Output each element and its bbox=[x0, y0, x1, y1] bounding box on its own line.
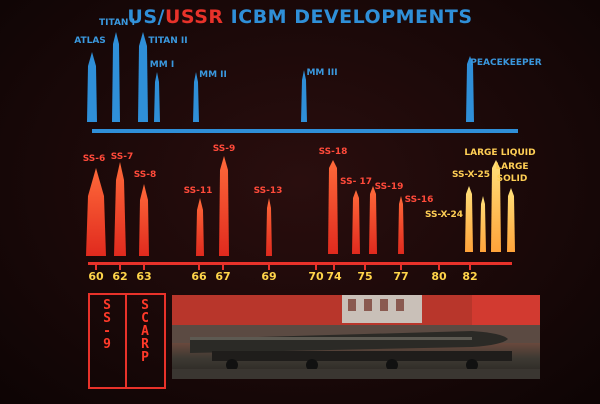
scarp-letter: S bbox=[141, 298, 149, 313]
year-tick bbox=[119, 262, 121, 270]
ss-7-missile bbox=[114, 162, 126, 256]
year-tick bbox=[400, 262, 402, 270]
ss-8-missile bbox=[139, 184, 149, 256]
year-62: 62 bbox=[112, 270, 128, 283]
large-solid-missile bbox=[507, 188, 515, 252]
mm-iii-missile bbox=[301, 70, 307, 122]
label-mm-iii: MM III bbox=[306, 68, 338, 78]
year-tick bbox=[364, 262, 366, 270]
ussr-baseline bbox=[88, 262, 512, 265]
titan-i-missile bbox=[112, 32, 120, 122]
label-ss-19: SS-19 bbox=[374, 182, 404, 192]
box-divider bbox=[125, 295, 127, 387]
us-baseline bbox=[92, 129, 518, 133]
year-82: 82 bbox=[462, 270, 478, 283]
label-large: LARGE bbox=[495, 162, 529, 172]
scarp-letter: R bbox=[141, 337, 149, 352]
ss-x-24-missile bbox=[465, 186, 473, 252]
label-mm-i: MM I bbox=[149, 60, 175, 70]
parade-photo bbox=[172, 295, 540, 379]
year-63: 63 bbox=[136, 270, 152, 283]
peacekeeper-missile bbox=[466, 56, 474, 122]
label-titan-ii: TITAN II bbox=[148, 36, 188, 46]
year-tick bbox=[333, 262, 335, 270]
year-tick bbox=[198, 262, 200, 270]
year-77: 77 bbox=[393, 270, 409, 283]
atlas-missile bbox=[87, 52, 97, 122]
label-peacekeeper: PEACEKEEPER bbox=[470, 58, 542, 68]
mm-i-missile bbox=[154, 72, 160, 122]
year-60: 60 bbox=[88, 270, 104, 283]
label-large-liquid: LARGE LIQUID bbox=[464, 148, 536, 158]
ss9-letter: - bbox=[103, 324, 111, 339]
ss9-letter: S bbox=[103, 311, 111, 326]
scarp-letter: P bbox=[141, 350, 149, 365]
ss-17-missile bbox=[352, 190, 360, 254]
titan-ii-missile bbox=[138, 32, 148, 122]
title-slash: / bbox=[157, 6, 165, 28]
mm-ii-missile bbox=[193, 72, 199, 122]
label-mm-ii: MM II bbox=[199, 70, 227, 80]
label-ss-7: SS-7 bbox=[110, 152, 134, 162]
scarp-letter: A bbox=[141, 324, 149, 339]
ss9-letter: 9 bbox=[103, 337, 111, 352]
label-titan-i: TITAN I bbox=[99, 18, 135, 28]
year-tick bbox=[438, 262, 440, 270]
ss-9-scarp-box: S S - 9 S C A R P bbox=[88, 293, 166, 389]
year-69: 69 bbox=[261, 270, 277, 283]
ss-11-missile bbox=[196, 198, 204, 256]
ss-9-missile bbox=[219, 156, 229, 256]
ss-19-missile bbox=[369, 186, 377, 254]
label-ss-x-24: SS-X-24 bbox=[424, 210, 464, 220]
ss9-letter: S bbox=[103, 298, 111, 313]
label-ss-16: SS-16 bbox=[404, 195, 434, 205]
scarp-vertical-label: S C A R P bbox=[128, 299, 162, 364]
ss-13-missile bbox=[266, 198, 272, 256]
label-ss-18: SS-18 bbox=[318, 147, 348, 157]
ss-x-25-missile bbox=[480, 196, 486, 252]
ss-18-missile bbox=[328, 160, 338, 254]
year-66: 66 bbox=[191, 270, 207, 283]
ss-9-vertical-label: S S - 9 bbox=[90, 299, 124, 351]
label-ss-11: SS-11 bbox=[183, 186, 213, 196]
label-atlas: ATLAS bbox=[74, 36, 106, 46]
year-tick bbox=[315, 262, 317, 270]
title-rest: ICBM DEVELOPMENTS bbox=[223, 6, 473, 28]
slide-title: US/USSR ICBM DEVELOPMENTS bbox=[0, 6, 600, 28]
year-tick bbox=[143, 262, 145, 270]
label-ss-6: SS-6 bbox=[82, 154, 106, 164]
year-tick bbox=[222, 262, 224, 270]
year-74: 74 bbox=[326, 270, 342, 283]
ss-6-missile bbox=[86, 168, 106, 256]
year-67: 67 bbox=[215, 270, 231, 283]
year-tick bbox=[268, 262, 270, 270]
title-us: US bbox=[127, 6, 158, 28]
parade-photo-graphic bbox=[172, 295, 540, 379]
label-ss-17: SS- 17 bbox=[340, 177, 372, 187]
label-ss-9: SS-9 bbox=[212, 144, 236, 154]
label-ss-x-25: SS-X-25 bbox=[451, 170, 491, 180]
year-tick bbox=[95, 262, 97, 270]
label-solid: SOLID bbox=[496, 174, 528, 184]
year-80: 80 bbox=[431, 270, 447, 283]
year-70: 70 bbox=[308, 270, 324, 283]
scarp-letter: C bbox=[141, 311, 149, 326]
ss-16-missile bbox=[398, 196, 404, 254]
title-ussr: USSR bbox=[164, 6, 224, 28]
year-tick bbox=[469, 262, 471, 270]
large-liquid-missile bbox=[491, 160, 501, 252]
year-75: 75 bbox=[357, 270, 373, 283]
label-ss-8: SS-8 bbox=[133, 170, 157, 180]
label-ss-13: SS-13 bbox=[253, 186, 283, 196]
